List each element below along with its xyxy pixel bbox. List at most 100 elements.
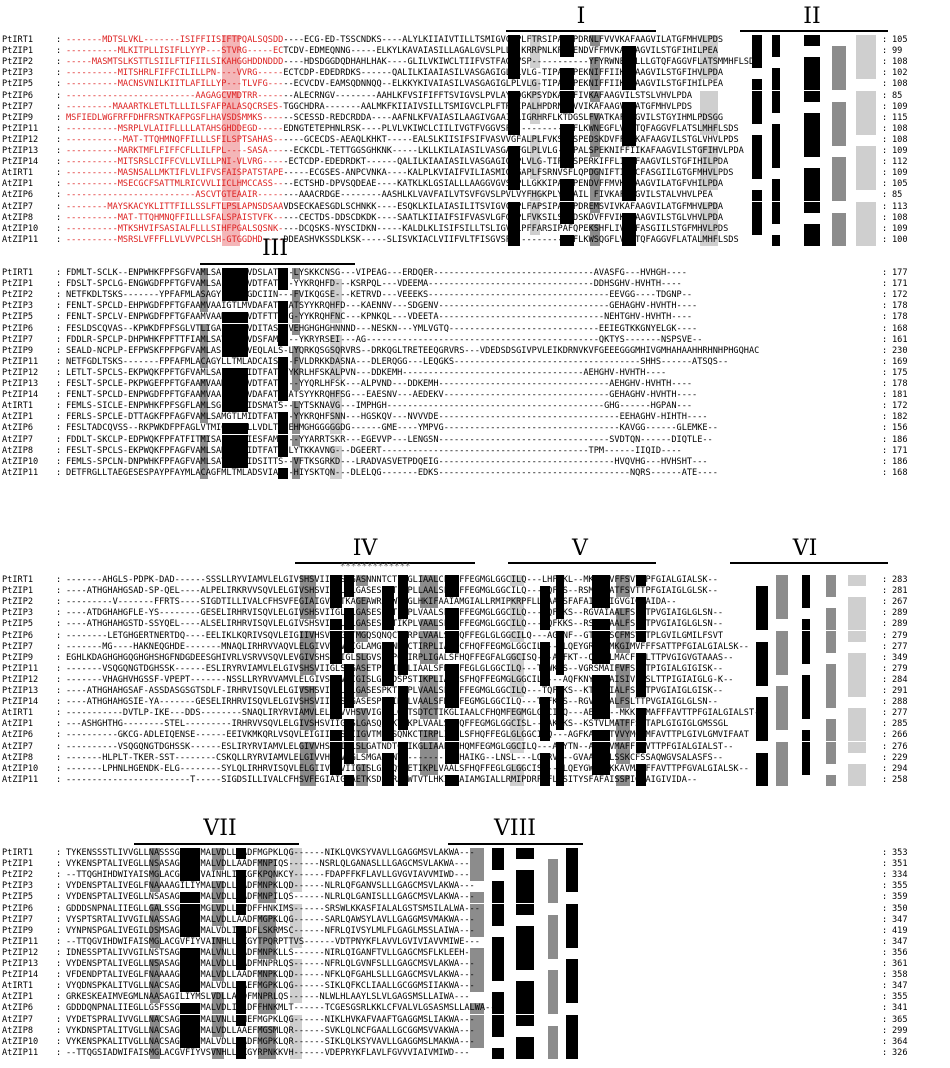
aligned-sequence: ----ATHGHAHGSIE-YA-------GESELIRHRVISQVL… [66, 697, 718, 708]
conservation-shading [590, 223, 600, 235]
conservation-shading [592, 619, 610, 631]
conservation-shading [856, 123, 876, 135]
aligned-sequence: --TTQGHIHDWIYAISMGLACGVFIYVAINHLIAKGFKPQ… [66, 870, 470, 881]
conservation-shading [445, 774, 459, 786]
separator: : [882, 434, 888, 445]
conservation-shading [200, 456, 208, 468]
conservation-shading [856, 168, 876, 180]
signal-peptide-shading [222, 179, 240, 191]
signal-peptide-shading [222, 35, 240, 46]
sequence-name: AtIRT1 [2, 981, 34, 992]
conservation-shading [756, 674, 768, 686]
conservation-shading [590, 201, 600, 213]
separator: : [882, 870, 888, 881]
conservation-shading [556, 575, 564, 586]
separator: : [56, 367, 62, 378]
conservation-shading [236, 881, 246, 893]
conservation-shading [330, 334, 342, 346]
signal-peptide-shading [222, 168, 240, 180]
separator: : [882, 597, 888, 608]
conservation-shading [398, 575, 408, 586]
residue-count: 229 [892, 752, 908, 763]
conservation-shading [556, 663, 564, 675]
conservation-shading [776, 686, 788, 697]
residue-count: 100 [892, 234, 908, 245]
conservation-shading [344, 752, 354, 764]
conservation-shading [445, 719, 459, 731]
conservation-shading [300, 719, 316, 731]
conservation-shading [278, 379, 288, 390]
sequence-name: AtZIP6 [2, 730, 34, 741]
conservation-shading [330, 575, 342, 586]
conservation-shading [222, 345, 248, 357]
conservation-shading [756, 619, 768, 631]
aligned-sequence: VYDETSPRALIVVGLLNACSAGLLIYMALVNLLAHEFMGP… [66, 1014, 475, 1025]
conservation-shading [700, 123, 718, 135]
conservation-shading [848, 575, 866, 586]
signal-peptide-shading [222, 46, 240, 58]
residue-count: 161 [892, 334, 908, 345]
conservation-shading [420, 630, 438, 642]
conservation-shading [856, 112, 876, 124]
conservation-shading [330, 467, 342, 479]
separator: : [882, 46, 888, 57]
residue-count: 105 [892, 35, 908, 45]
conservation-shading [508, 101, 520, 113]
residue-count: 294 [892, 763, 908, 774]
sequence-name: PtZIP12 [2, 947, 39, 958]
signal-peptide-shading [222, 190, 240, 202]
separator: : [56, 434, 62, 445]
conservation-shading [566, 881, 578, 893]
conservation-shading [180, 1014, 200, 1026]
sequence-row: AtZIP1: FERLS-SPCLE-DTTAGKFPFAGFVAMLSAMGT… [0, 412, 950, 424]
conservation-shading [344, 686, 354, 697]
residue-count: 85 [892, 190, 903, 201]
residue-count: 172 [892, 401, 908, 412]
conservation-shading [752, 168, 762, 180]
conservation-shading [530, 79, 540, 91]
conservation-shading [832, 123, 846, 135]
conservation-shading [356, 619, 368, 631]
residue-count: 289 [892, 608, 908, 619]
sequence-name: AtZIP11 [2, 774, 39, 785]
conservation-shading [802, 641, 810, 653]
conservation-shading [756, 641, 768, 653]
conservation-shading [566, 970, 578, 982]
separator: : [882, 179, 888, 190]
conservation-shading [290, 992, 302, 1004]
separator: : [882, 708, 888, 719]
conservation-shading [212, 859, 224, 871]
separator: : [56, 379, 62, 389]
conservation-shading [180, 870, 200, 882]
conservation-shading [540, 663, 550, 675]
separator: : [56, 390, 62, 401]
conservation-shading [804, 201, 820, 213]
conservation-shading [516, 936, 534, 948]
sequence-row: PtZIP11: --TTQGVIHDWIFAISMGLACGVFIYVAINHL… [0, 936, 950, 948]
conservation-shading [756, 719, 768, 731]
conservation-shading [548, 1036, 558, 1048]
aligned-sequence: --TTQGVIHDWIFAISMGLACGVFIYVAINHLLSKGYTPQ… [66, 936, 480, 947]
separator: : [56, 134, 62, 145]
sequence-row: PtZIP12: -------VHAGHVHGSSF-VPEPT-------N… [0, 674, 950, 686]
conservation-shading [856, 201, 876, 213]
conservation-shading [330, 445, 342, 457]
separator: : [882, 134, 888, 145]
residue-count: 334 [892, 870, 908, 881]
conservation-shading [300, 752, 316, 764]
conservation-shading [826, 774, 836, 786]
separator: : [56, 445, 62, 456]
conservation-shading [832, 134, 846, 146]
conservation-shading [560, 146, 574, 157]
conservation-shading [752, 146, 762, 157]
signal-peptide-shading [222, 90, 240, 102]
conservation-shading [344, 663, 354, 675]
conservation-shading [292, 312, 300, 324]
residue-count: 350 [892, 903, 908, 914]
residue-count: 358 [892, 970, 908, 981]
sequence-name: PtZIP13 [2, 959, 39, 969]
conservation-shading [508, 223, 520, 235]
residue-count: 102 [892, 68, 908, 79]
conservation-shading [398, 641, 408, 653]
conservation-shading [826, 686, 836, 697]
